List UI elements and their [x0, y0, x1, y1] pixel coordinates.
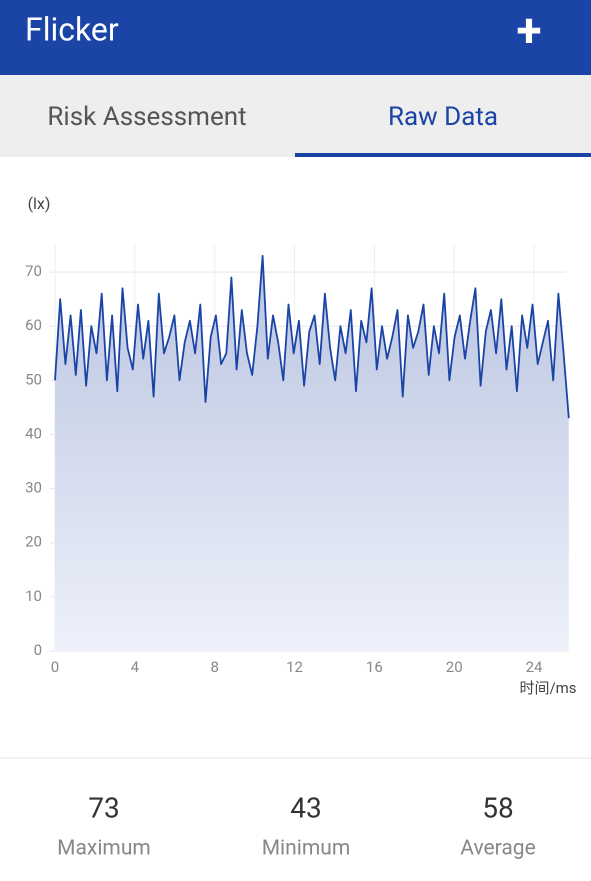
y-tick-label: 70: [25, 262, 42, 280]
x-tick-label: 0: [51, 658, 59, 676]
app-title: Flicker: [25, 10, 119, 48]
y-unit: (lx): [28, 194, 51, 213]
x-axis-label: 时间/ms: [519, 679, 576, 697]
x-tick-label: 4: [131, 658, 140, 676]
y-tick-label: 40: [25, 424, 42, 442]
tab-bar: [0, 75, 591, 157]
tab[interactable]: Risk Assessment: [47, 102, 246, 132]
app-bar: [0, 0, 591, 75]
stat-value: 58: [482, 791, 513, 824]
stat-value: 43: [290, 791, 321, 824]
y-tick-label: 60: [25, 316, 42, 334]
y-tick-label: 30: [25, 479, 42, 497]
line: [54, 254, 570, 419]
add-button[interactable]: +: [516, 4, 541, 58]
tab-active[interactable]: Raw Data: [388, 102, 498, 132]
y-tick-label: 20: [25, 533, 42, 551]
stat-label: Average: [460, 837, 535, 861]
stat-label: Maximum: [57, 837, 151, 861]
y-tick-label: 0: [34, 641, 42, 659]
stat-value: 73: [88, 791, 119, 824]
x-tick-label: 16: [366, 658, 383, 676]
x-tick-label: 8: [210, 658, 218, 676]
x-tick-label: 20: [446, 658, 463, 676]
tab-indicator: [295, 153, 591, 157]
x-tick-label: 12: [286, 658, 303, 676]
stat-label: Minimum: [262, 837, 351, 861]
y-tick-label: 50: [25, 370, 42, 388]
y-tick-label: 10: [25, 587, 42, 605]
x-tick-label: 24: [526, 658, 543, 676]
